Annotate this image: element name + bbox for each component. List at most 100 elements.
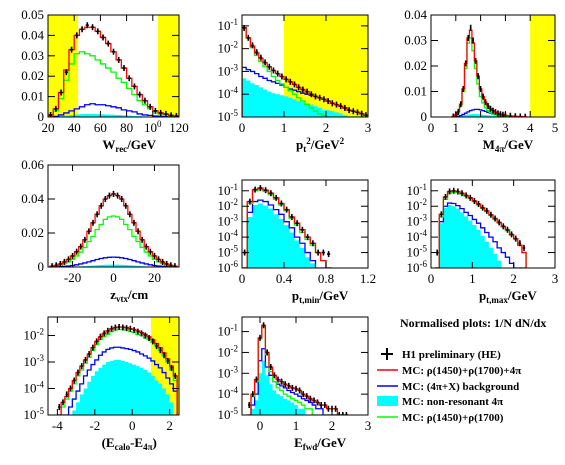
x-tick-label: 0 <box>239 271 246 286</box>
data-point <box>302 391 305 398</box>
data-point <box>506 226 509 233</box>
y-tick-label: 0 <box>421 109 428 124</box>
data-point <box>258 334 262 341</box>
data-point <box>258 185 262 192</box>
legend-entry-background: MC: (4π+X) background <box>377 381 519 393</box>
y-tick-label: 0.01 <box>404 84 427 99</box>
data-point <box>259 54 263 61</box>
series-background <box>48 103 179 117</box>
data-point <box>88 351 91 358</box>
series-nonresonant <box>242 203 332 268</box>
x-tick-label: 5 <box>552 120 559 135</box>
data-point <box>112 190 115 197</box>
data-point <box>159 347 162 354</box>
data-point <box>452 187 455 194</box>
data-point <box>103 330 106 337</box>
data-point <box>108 192 111 199</box>
data-point <box>165 260 168 267</box>
y-tick-label: 0.04 <box>404 7 427 22</box>
data-point <box>144 332 147 339</box>
data-point <box>298 387 301 394</box>
data-point <box>469 24 472 31</box>
y-tick-label: 10-4 <box>218 385 239 401</box>
x-tick-label: 3 <box>552 271 559 286</box>
data-point <box>268 63 271 70</box>
series-signal <box>49 215 178 267</box>
data-point <box>479 85 482 92</box>
data-point <box>444 193 447 200</box>
y-tick-label: 0.04 <box>21 191 44 206</box>
data-point <box>132 219 136 226</box>
data-point <box>306 234 310 241</box>
data-point <box>143 97 147 104</box>
x-axis-label: Wrec/GeV <box>102 137 156 154</box>
x-tick-label: 120 <box>169 120 189 135</box>
data-point <box>80 26 84 33</box>
data-point <box>132 327 136 334</box>
legend-entry-data: H1 preliminary (HE) <box>381 348 501 361</box>
y-tick-label: 10-5 <box>218 244 239 260</box>
panel-7: -4 -2 0 2 10-5 10-4 10-3 10-2 (Ecalo-E4π) <box>24 316 180 452</box>
panel-1: 20 40 60 80 100 120 0 0.01 0.02 0.03 0.04 0.05 Wrec/… <box>21 7 189 154</box>
data-point <box>91 219 95 226</box>
data-point <box>347 107 351 114</box>
data-point <box>274 194 278 201</box>
x-tick-label: 2 <box>166 418 173 433</box>
data-point <box>59 89 63 96</box>
data-point <box>269 364 272 371</box>
data-point <box>502 223 505 230</box>
data-point <box>297 84 300 91</box>
data-point <box>327 405 330 412</box>
series-background <box>57 346 178 415</box>
y-tick-label: 10-5 <box>218 108 239 124</box>
data-point <box>272 67 275 74</box>
data-point <box>289 78 292 85</box>
data-point <box>166 357 169 364</box>
series-total-mc <box>451 29 528 117</box>
data-point <box>110 325 113 332</box>
data-point <box>91 344 95 351</box>
data-point <box>352 108 355 115</box>
data-point <box>95 211 99 218</box>
x-tick-label: 1 <box>281 120 288 135</box>
data-point <box>276 70 279 77</box>
data-point <box>284 76 288 83</box>
data-point <box>290 214 294 221</box>
data-point <box>253 186 257 193</box>
data-point <box>334 405 337 412</box>
data-point <box>510 231 513 238</box>
data-point <box>467 34 470 41</box>
data-point <box>96 28 100 35</box>
data-point <box>464 60 467 67</box>
series-data <box>58 323 177 411</box>
series-nonresonant <box>242 78 368 117</box>
data-point <box>255 49 258 56</box>
x-tick-label: 0 <box>428 120 435 135</box>
data-point <box>262 322 265 329</box>
data-point <box>494 109 497 116</box>
data-point <box>293 81 296 88</box>
data-point <box>50 263 54 267</box>
series-background <box>242 199 332 268</box>
data-point <box>356 109 359 116</box>
axes-frame <box>241 179 369 269</box>
x-tick-label: 3 <box>365 418 372 433</box>
series-total-mc <box>49 193 178 267</box>
data-point <box>474 57 477 64</box>
series-data <box>435 187 526 256</box>
data-point <box>360 110 363 117</box>
excluded-region <box>158 15 179 117</box>
data-point <box>321 249 325 256</box>
x-tick-label: 0 <box>428 271 435 286</box>
data-point <box>509 112 512 117</box>
data-point <box>314 93 317 100</box>
legend-label-background: MC: (4π+X) background <box>402 381 519 393</box>
data-point <box>492 107 494 114</box>
data-point <box>71 252 74 259</box>
x-tick-label: 0.8 <box>318 271 334 286</box>
y-tick-label: 10-6 <box>218 259 239 275</box>
legend-entry-nonresonant: MC: non-resonant 4π <box>377 396 503 408</box>
y-tick-label: 10-4 <box>218 85 239 101</box>
x-axis-label: Efwd/GeV <box>294 435 347 452</box>
